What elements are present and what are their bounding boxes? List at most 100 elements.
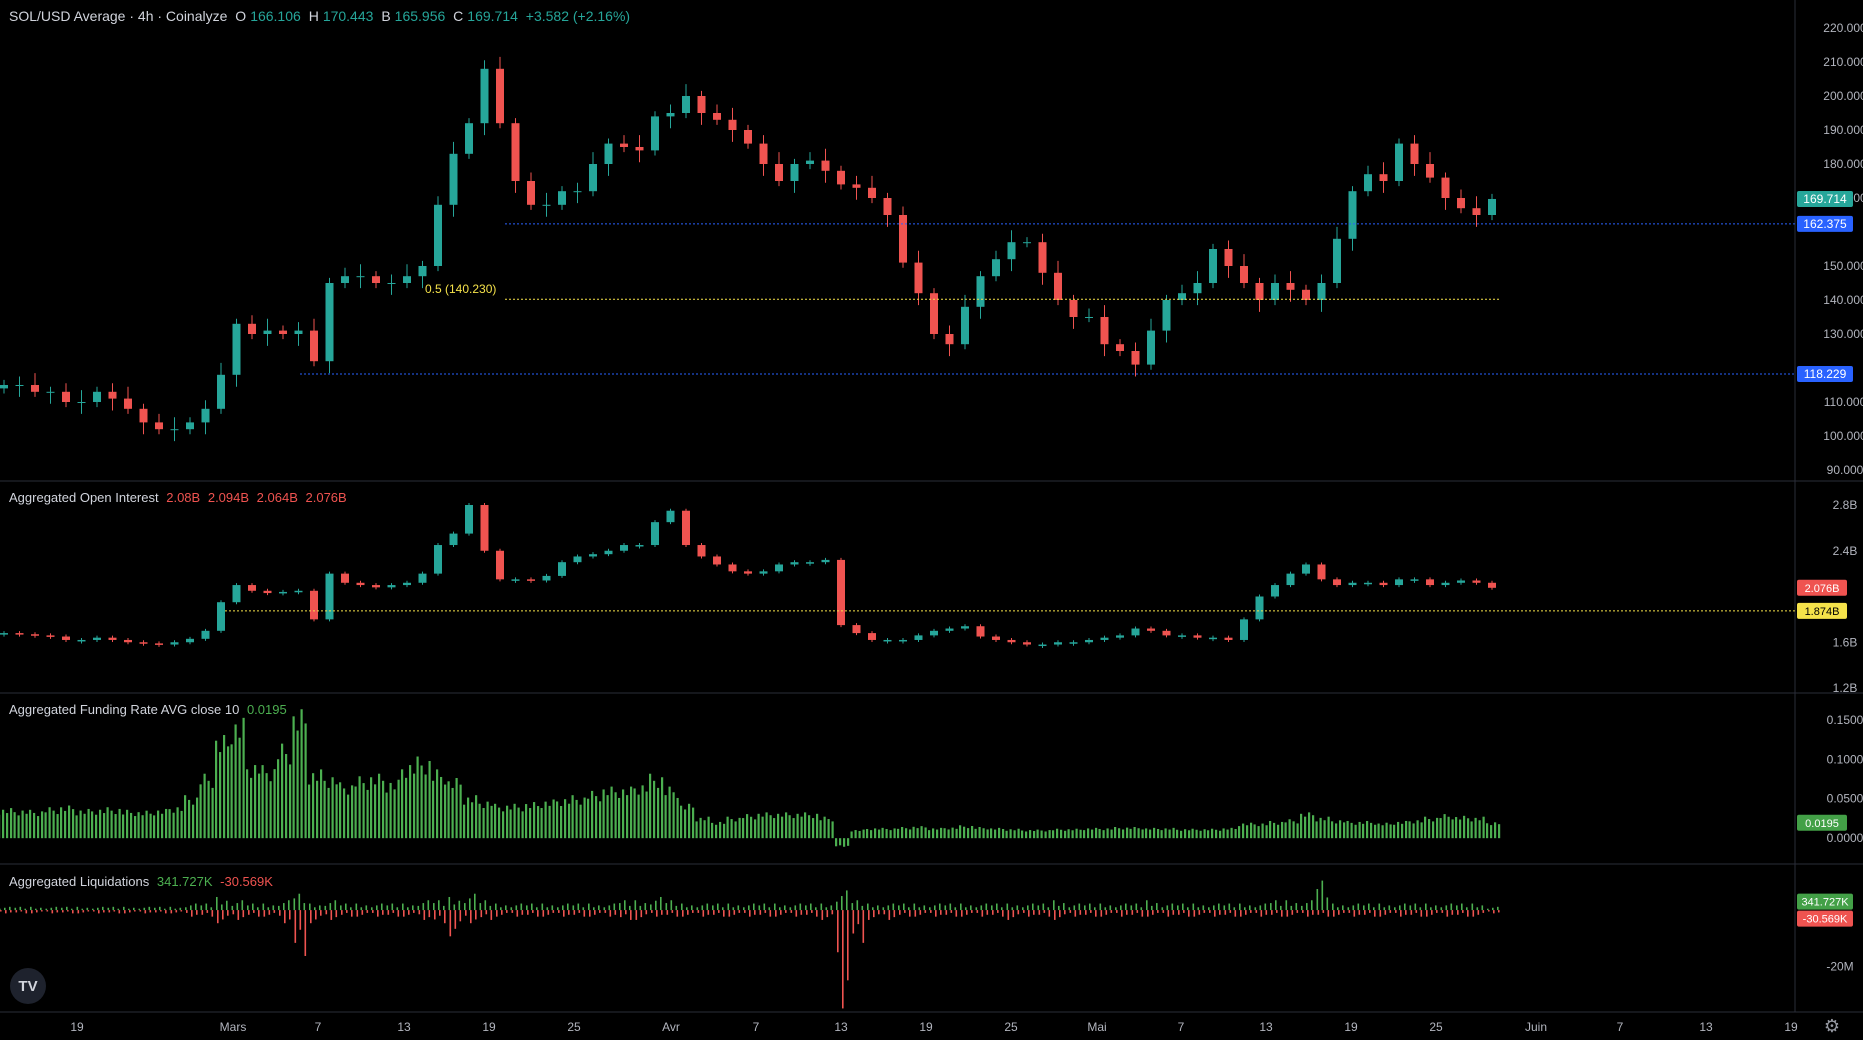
- funding-bar: [819, 820, 822, 839]
- oi-candle: [1209, 637, 1217, 640]
- funding-bar: [1273, 822, 1276, 839]
- time-tick-label: 19: [482, 1020, 496, 1034]
- liq-long-bar: [1295, 903, 1298, 911]
- oi-candle: [527, 579, 535, 581]
- funding-bar: [1180, 830, 1183, 839]
- liq-short-bar: [1400, 910, 1402, 917]
- funding-bar: [455, 778, 458, 839]
- liq-long-bar: [670, 900, 673, 911]
- liq-short-bar: [1224, 910, 1227, 915]
- liq-short-bar: [1069, 910, 1072, 913]
- liq-short-bar: [279, 910, 281, 916]
- candle-body: [1147, 330, 1155, 365]
- candle-body: [1472, 208, 1481, 215]
- candle-body: [1038, 242, 1047, 273]
- funding-title[interactable]: Aggregated Funding Rate AVG close 10: [9, 702, 240, 717]
- liq-long-bar: [231, 905, 234, 911]
- liq-long-bar: [603, 907, 606, 911]
- oi-tick-label: 2.8B: [1833, 498, 1858, 512]
- time-tick-label: 19: [919, 1020, 933, 1034]
- liq-long-bar: [970, 905, 972, 911]
- oi-tick-label: 1.6B: [1833, 635, 1858, 649]
- oi-candle: [341, 573, 349, 583]
- price-tick-label: 210.000: [1823, 55, 1863, 69]
- funding-bar: [897, 828, 900, 839]
- funding-bar: [165, 808, 168, 839]
- oi-candle: [1410, 579, 1419, 581]
- liq-short-bar: [604, 910, 607, 913]
- liq-long-bar: [200, 905, 203, 911]
- liq-short-bar: [392, 910, 395, 913]
- time-tick-label: 19: [1784, 1020, 1798, 1034]
- liq-long-bar: [210, 907, 213, 911]
- oi-candle: [1085, 639, 1093, 643]
- gear-icon[interactable]: ⚙: [1823, 1016, 1841, 1036]
- liq-long-bar: [1285, 900, 1288, 911]
- liq-long-bar: [691, 905, 693, 911]
- liq-short-bar: [754, 910, 756, 915]
- funding-bar: [521, 811, 524, 839]
- liq-short-bar: [134, 910, 136, 912]
- liq-short-bar: [1389, 910, 1392, 913]
- liq-short-bar: [129, 910, 131, 913]
- liq-long-bar: [1481, 905, 1484, 911]
- liq-long-bar: [45, 908, 48, 911]
- funding-bar: [382, 780, 385, 839]
- funding-bar: [870, 830, 873, 839]
- liq-short-bar: [1033, 910, 1035, 915]
- funding-bar: [912, 826, 915, 839]
- liq-short-bar: [31, 910, 33, 914]
- funding-bar: [1292, 821, 1295, 839]
- candle-body: [837, 170, 845, 185]
- funding-bar: [1277, 824, 1280, 839]
- liq-long-bar: [1073, 905, 1076, 911]
- liq-long-bar: [675, 905, 678, 911]
- funding-bar: [467, 797, 470, 839]
- funding-bar: [649, 773, 652, 839]
- candle-body: [108, 391, 117, 399]
- open-interest-title[interactable]: Aggregated Open Interest: [9, 490, 159, 505]
- funding-bar: [920, 826, 923, 839]
- liq-short-bar: [273, 910, 276, 913]
- candle-body: [1085, 317, 1093, 318]
- liq-long-bar: [644, 903, 647, 911]
- liq-long-bar: [887, 905, 890, 911]
- liq-long-bar: [526, 905, 528, 911]
- symbol-title[interactable]: SOL/USD Average · 4h · Coinalyze: [9, 8, 228, 24]
- liq-short-bar: [315, 910, 317, 920]
- liq-long-bar: [1016, 905, 1019, 911]
- liq-long-bar: [1399, 905, 1401, 911]
- funding-bar: [1168, 829, 1171, 839]
- funding-bar: [122, 814, 125, 839]
- oi-candle: [170, 642, 179, 645]
- liq-short-bar: [780, 910, 782, 915]
- tradingview-logo[interactable]: TV: [10, 968, 46, 1004]
- last-price-label: 169.714: [1803, 192, 1847, 206]
- liq-long-bar: [1068, 907, 1071, 911]
- liq-long-bar: [1326, 897, 1329, 911]
- liq-short-bar: [1074, 910, 1077, 917]
- liq-short-bar: [692, 910, 694, 913]
- liq-short-bar: [542, 910, 545, 917]
- liquidations-title[interactable]: Aggregated Liquidations: [9, 874, 150, 889]
- liq-short-bar: [1048, 910, 1051, 917]
- liq-long-bar: [55, 906, 58, 911]
- oi-candle: [511, 579, 520, 581]
- funding-bar: [1447, 816, 1450, 839]
- funding-bar: [509, 809, 512, 839]
- liq-short-bar: [118, 910, 121, 914]
- liq-long-badge-label: 341.727K: [1801, 897, 1849, 909]
- oi-candle: [961, 626, 969, 629]
- level-price-badge: [1797, 366, 1853, 383]
- candle-body: [232, 323, 241, 375]
- funding-bar: [52, 810, 55, 839]
- low-label: B: [381, 8, 391, 24]
- candle-body: [976, 276, 985, 307]
- candle-body: [387, 283, 396, 284]
- liq-long-bar: [427, 900, 430, 911]
- oi-candle: [480, 505, 489, 551]
- time-tick-label: 7: [315, 1020, 322, 1034]
- liq-long-bar: [1280, 905, 1282, 911]
- liq-long-bar: [546, 907, 549, 911]
- funding-bar: [916, 828, 919, 839]
